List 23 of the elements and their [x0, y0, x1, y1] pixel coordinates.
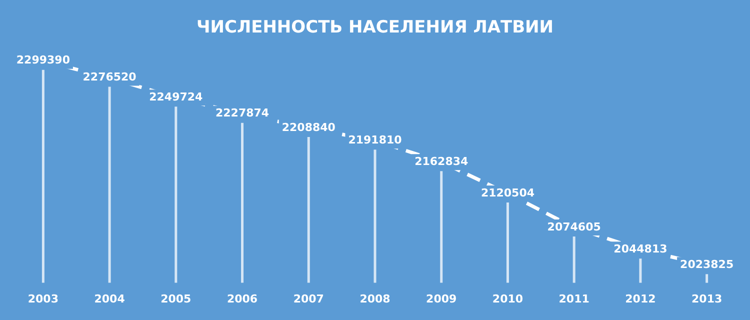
x-tick-label: 2007 [293, 292, 324, 306]
x-tick-label: 2006 [226, 292, 258, 306]
x-tick-label: 2012 [625, 292, 656, 306]
data-label: 2299390 [16, 54, 70, 67]
data-label: 2120504 [480, 186, 535, 200]
data-label: 2227874 [215, 106, 270, 120]
x-tick-label: 2003 [28, 292, 58, 306]
x-tick-label: 2008 [360, 292, 390, 306]
data-label: 2162834 [414, 154, 468, 168]
data-label: 2044813 [614, 242, 668, 256]
data-label: 2249724 [149, 90, 204, 104]
x-tick-label: 2004 [94, 292, 126, 306]
x-tick-label: 2010 [492, 292, 524, 306]
x-tick-label: 2005 [160, 292, 192, 306]
data-label: 2191810 [348, 133, 402, 146]
data-label: 2023825 [680, 258, 734, 271]
x-tick-label: 2011 [558, 292, 590, 306]
x-tick-label: 2009 [426, 292, 457, 306]
data-label: 2074605 [547, 220, 601, 234]
chart-title: ЧИСЛЕННОСТЬ НАСЕЛЕНИЯ ЛАТВИИ [196, 18, 554, 38]
x-tick-label: 2013 [692, 292, 722, 306]
data-label: 2208840 [282, 120, 336, 134]
data-label: 2276520 [82, 70, 137, 84]
